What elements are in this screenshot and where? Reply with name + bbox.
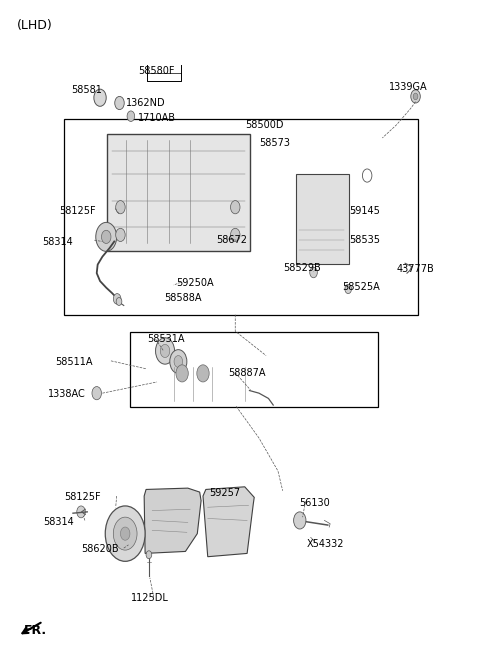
Text: 56130: 56130	[300, 497, 330, 507]
Circle shape	[116, 297, 122, 305]
Text: 1125DL: 1125DL	[131, 593, 169, 603]
Text: X54332: X54332	[306, 539, 344, 549]
Circle shape	[197, 365, 209, 382]
Circle shape	[170, 350, 187, 373]
Text: 58529B: 58529B	[283, 263, 321, 273]
Circle shape	[146, 551, 152, 559]
Circle shape	[116, 228, 125, 241]
FancyBboxPatch shape	[64, 120, 419, 315]
FancyBboxPatch shape	[107, 134, 250, 251]
Text: 58125F: 58125F	[59, 206, 96, 216]
Circle shape	[230, 201, 240, 214]
Polygon shape	[144, 488, 201, 553]
Polygon shape	[358, 168, 378, 184]
Circle shape	[92, 386, 101, 400]
Circle shape	[113, 293, 121, 304]
Text: 58580F: 58580F	[138, 66, 175, 76]
Text: 59250A: 59250A	[176, 278, 214, 288]
Circle shape	[310, 267, 317, 278]
Circle shape	[96, 222, 117, 251]
Text: 58581: 58581	[72, 85, 102, 95]
Text: 58511A: 58511A	[55, 356, 93, 366]
Circle shape	[94, 89, 106, 106]
Circle shape	[230, 228, 240, 241]
Circle shape	[77, 506, 85, 518]
Circle shape	[105, 506, 145, 561]
FancyBboxPatch shape	[131, 332, 378, 407]
Text: 58500D: 58500D	[245, 120, 283, 130]
Text: 58535: 58535	[349, 235, 380, 245]
Text: 1362ND: 1362ND	[126, 98, 166, 108]
Text: (LHD): (LHD)	[17, 19, 53, 33]
Circle shape	[113, 517, 137, 550]
FancyBboxPatch shape	[296, 174, 348, 264]
Circle shape	[411, 90, 420, 103]
Circle shape	[413, 93, 418, 100]
Circle shape	[101, 230, 111, 243]
Text: 58573: 58573	[259, 138, 290, 148]
Text: 59257: 59257	[209, 487, 240, 497]
Text: 58531A: 58531A	[147, 334, 185, 344]
Circle shape	[115, 96, 124, 110]
Circle shape	[362, 169, 372, 182]
Text: 43777B: 43777B	[396, 263, 434, 273]
Text: FR.: FR.	[24, 624, 47, 637]
Text: 1338AC: 1338AC	[48, 389, 85, 399]
Circle shape	[156, 338, 175, 364]
Text: 1710AB: 1710AB	[138, 113, 176, 123]
Text: 59145: 59145	[349, 205, 380, 215]
Text: 58525A: 58525A	[342, 282, 380, 292]
Text: 1339GA: 1339GA	[389, 82, 428, 92]
Text: 58588A: 58588A	[164, 293, 202, 303]
Text: 58672: 58672	[216, 235, 247, 245]
Polygon shape	[157, 364, 272, 405]
Circle shape	[345, 285, 351, 293]
Circle shape	[174, 356, 182, 368]
Polygon shape	[203, 487, 254, 557]
Text: 58314: 58314	[43, 517, 74, 527]
Circle shape	[294, 512, 306, 529]
Text: 58125F: 58125F	[64, 492, 101, 502]
Text: 58887A: 58887A	[228, 368, 265, 378]
Circle shape	[160, 344, 170, 358]
Circle shape	[120, 527, 130, 540]
Text: 58314: 58314	[42, 237, 73, 247]
Text: 58620B: 58620B	[81, 544, 119, 554]
Circle shape	[176, 365, 188, 382]
Circle shape	[127, 111, 135, 122]
Circle shape	[116, 201, 125, 214]
